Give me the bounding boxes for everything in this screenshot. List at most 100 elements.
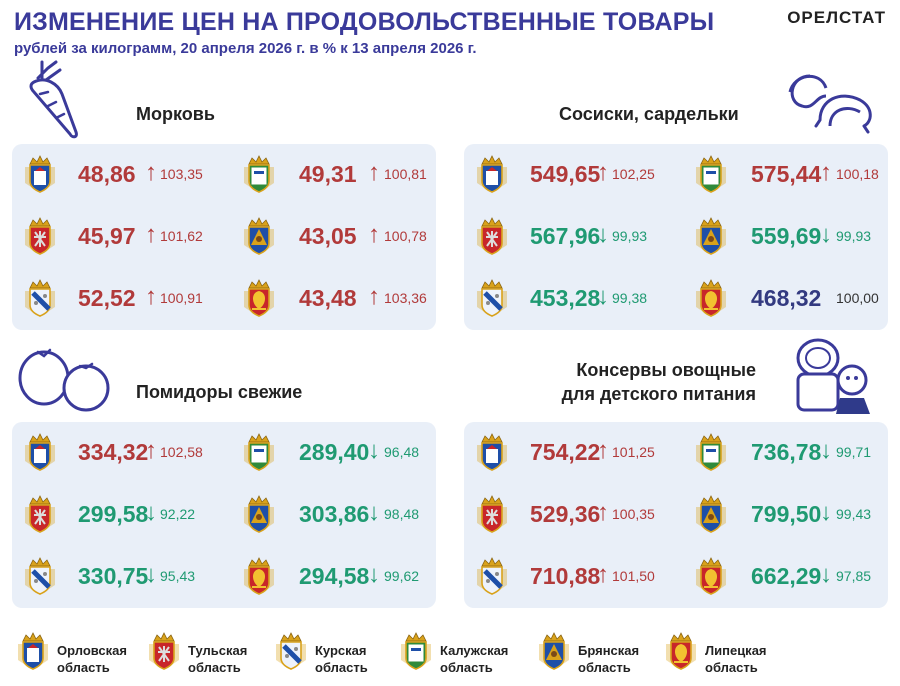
price-value: 529,36: [530, 501, 601, 527]
percent-change: 100,00: [836, 290, 879, 306]
percent-change: 103,36: [384, 290, 427, 306]
percent-change: 96,48: [384, 444, 420, 460]
price-cell-orel: 334,32 ↑ 102,58: [12, 422, 224, 484]
arrow-up-icon: ↑: [597, 561, 609, 588]
price-value: 48,86: [78, 161, 136, 187]
price-row: 567,96 ↓ 99,93 559,69 ↓ 99,93: [464, 206, 888, 268]
price-cell-lipetsk: 294,58 ↓ 99,62: [224, 546, 436, 608]
percent-change: 99,38: [612, 290, 648, 306]
price-value: 549,65: [530, 161, 601, 187]
price-cell-kursk: 52,52 ↑ 100,91: [12, 268, 224, 330]
price-row: 529,36 ↑ 100,35 799,50 ↓ 99,43: [464, 484, 888, 546]
price-value: 43,05: [299, 223, 357, 249]
coat-of-arms-kaluga-icon: [692, 155, 730, 195]
arrow-down-icon: ↓: [145, 499, 157, 526]
legend-label: Курская область: [315, 643, 368, 675]
arrow-up-icon: ↑: [820, 159, 832, 186]
price-row: 453,28 ↓ 99,38 468,32 100,00: [464, 268, 888, 330]
coat-of-arms-bryansk-icon: [692, 217, 730, 257]
panel-sausages: 549,65 ↑ 102,25 575,44 ↑ 100,18 567,96 ↓ 99,93…: [464, 144, 888, 330]
coat-of-arms-bryansk-icon: [692, 495, 730, 535]
price-cell-bryansk: 799,50 ↓ 99,43: [676, 484, 888, 546]
price-cell-lipetsk: 662,29 ↓ 97,85: [676, 546, 888, 608]
section-title-baby-food: Консервы овощные для детского питания: [561, 360, 756, 404]
price-value: 303,86: [299, 501, 370, 527]
price-cell-bryansk: 303,86 ↓ 98,48: [224, 484, 436, 546]
price-value: 43,48: [299, 285, 357, 311]
arrow-up-icon: ↑: [368, 221, 380, 248]
price-row: 299,58 ↓ 92,22 303,86 ↓ 98,48: [12, 484, 436, 546]
arrow-down-icon: ↓: [368, 499, 380, 526]
price-value: 52,52: [78, 285, 136, 311]
coat-of-arms-kursk-icon: [473, 557, 511, 597]
price-row: 48,86 ↑ 103,35 49,31 ↑ 100,81: [12, 144, 436, 206]
price-row: 334,32 ↑ 102,58 289,40 ↓ 96,48: [12, 422, 436, 484]
price-cell-tula: 529,36 ↑ 100,35: [464, 484, 676, 546]
coat-of-arms-kaluga-icon: [692, 433, 730, 473]
price-value: 330,75: [78, 563, 149, 589]
percent-change: 99,62: [384, 568, 420, 584]
arrow-up-icon: ↑: [368, 283, 380, 310]
arrow-up-icon: ↑: [145, 283, 157, 310]
legend-label: Брянская область: [578, 643, 640, 675]
percent-change: 102,58: [160, 444, 203, 460]
price-cell-tula: 45,97 ↑ 101,62: [12, 206, 224, 268]
coat-of-arms-tula-icon: [21, 495, 59, 535]
arrow-down-icon: ↓: [820, 499, 832, 526]
price-cell-kaluga: 736,78 ↓ 99,71: [676, 422, 888, 484]
coat-of-arms-lipetsk-icon: [692, 557, 730, 597]
arrow-up-icon: ↑: [145, 437, 157, 464]
coat-of-arms-kursk-icon: [272, 632, 310, 672]
arrow-up-icon: ↑: [145, 159, 157, 186]
coat-of-arms-kursk-icon: [473, 279, 511, 319]
price-cell-lipetsk: 468,32 100,00: [676, 268, 888, 330]
price-value: 754,22: [530, 439, 601, 465]
section-title-sausages: Сосиски, сардельки: [559, 104, 739, 124]
percent-change: 100,81: [384, 166, 427, 182]
tomato-icon: [18, 348, 110, 412]
coat-of-arms-bryansk-icon: [535, 632, 573, 672]
price-value: 294,58: [299, 563, 370, 589]
price-value: 799,50: [751, 501, 822, 527]
price-cell-tula: 567,96 ↓ 99,93: [464, 206, 676, 268]
percent-change: 100,35: [612, 506, 655, 522]
section-title-carrot: Морковь: [136, 104, 215, 124]
price-row: 45,97 ↑ 101,62 43,05 ↑ 100,78: [12, 206, 436, 268]
legend-label: Липецкая область: [705, 643, 767, 675]
price-value: 334,32: [78, 439, 149, 465]
legend-label: Тульская область: [188, 643, 248, 675]
panel-tomatoes: 334,32 ↑ 102,58 289,40 ↓ 96,48 299,58 ↓ 92,22 …: [12, 422, 436, 608]
percent-change: 101,62: [160, 228, 203, 244]
percent-change: 97,85: [836, 568, 872, 584]
price-row: 330,75 ↓ 95,43 294,58 ↓ 99,62: [12, 546, 436, 608]
percent-change: 99,93: [612, 228, 648, 244]
price-cell-kaluga: 49,31 ↑ 100,81: [224, 144, 436, 206]
price-cell-tula: 299,58 ↓ 92,22: [12, 484, 224, 546]
price-cell-orel: 754,22 ↑ 101,25: [464, 422, 676, 484]
arrow-up-icon: ↑: [368, 159, 380, 186]
percent-change: 95,43: [160, 568, 196, 584]
coat-of-arms-lipetsk-icon: [240, 557, 278, 597]
arrow-down-icon: ↓: [820, 561, 832, 588]
coat-of-arms-lipetsk-icon: [240, 279, 278, 319]
coat-of-arms-orel-icon: [14, 632, 52, 672]
coat-of-arms-kursk-icon: [21, 557, 59, 597]
arrow-up-icon: ↑: [597, 437, 609, 464]
coat-of-arms-orel-icon: [21, 433, 59, 473]
percent-change: 101,25: [612, 444, 655, 460]
arrow-up-icon: ↑: [145, 221, 157, 248]
panel-baby-food: 754,22 ↑ 101,25 736,78 ↓ 99,71 529,36 ↑ 100,35…: [464, 422, 888, 608]
coat-of-arms-lipetsk-icon: [662, 632, 700, 672]
percent-change: 101,50: [612, 568, 655, 584]
coat-of-arms-orel-icon: [21, 155, 59, 195]
price-cell-lipetsk: 43,48 ↑ 103,36: [224, 268, 436, 330]
percent-change: 100,78: [384, 228, 427, 244]
percent-change: 100,18: [836, 166, 879, 182]
coat-of-arms-orel-icon: [473, 155, 511, 195]
price-cell-kursk: 330,75 ↓ 95,43: [12, 546, 224, 608]
coat-of-arms-tula-icon: [473, 495, 511, 535]
price-row: 549,65 ↑ 102,25 575,44 ↑ 100,18: [464, 144, 888, 206]
arrow-up-icon: ↑: [597, 159, 609, 186]
price-cell-bryansk: 559,69 ↓ 99,93: [676, 206, 888, 268]
coat-of-arms-kaluga-icon: [397, 632, 435, 672]
